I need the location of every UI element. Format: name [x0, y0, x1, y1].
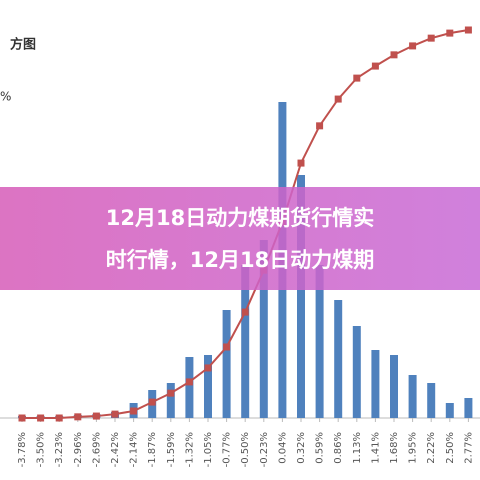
x-tick-label: -2.14% [129, 432, 140, 467]
marker [111, 410, 119, 418]
marker [446, 29, 454, 37]
bar [408, 375, 417, 418]
marker [241, 308, 249, 316]
marker [390, 51, 398, 59]
marker [334, 95, 342, 103]
x-tick-label: 1.41% [370, 432, 381, 464]
marker [204, 364, 212, 372]
x-tick-label: 1.13% [352, 432, 363, 464]
x-tick-label: 0.59% [315, 432, 326, 464]
marker [148, 398, 156, 406]
marker [37, 414, 45, 422]
x-tick-label: -2.42% [110, 432, 121, 467]
bar [464, 398, 473, 418]
marker [55, 414, 63, 422]
banner-text: 时行情，12月18日动力煤期 [106, 248, 374, 272]
bar [204, 355, 212, 418]
bar [352, 326, 361, 418]
x-tick-label: 2.50% [445, 432, 456, 464]
banner-background [0, 187, 480, 290]
x-tick-label: -0.77% [222, 432, 233, 467]
x-tick-label: 1.95% [408, 432, 419, 464]
banner-text: 12月18日动力煤期货行情实 [106, 206, 374, 230]
x-tick-label: -1.32% [184, 432, 195, 467]
bar [166, 383, 175, 418]
marker [353, 74, 361, 82]
marker [464, 26, 472, 34]
marker [185, 378, 193, 386]
axis-label: % [0, 90, 11, 104]
x-tick-label: 1.68% [389, 432, 400, 464]
marker [223, 343, 231, 351]
chart-title: 方图 [10, 37, 36, 53]
x-tick-label: -1.05% [203, 432, 214, 467]
x-tick-label: -2.69% [91, 432, 102, 467]
marker [92, 412, 100, 420]
marker [427, 34, 435, 42]
x-tick-label: 2.22% [426, 432, 437, 464]
marker [371, 62, 379, 70]
x-tick-label: -1.87% [147, 432, 158, 467]
bar [222, 310, 231, 418]
x-tick-label: -1.59% [166, 432, 177, 467]
marker [297, 159, 305, 167]
bar [259, 240, 268, 418]
bar [445, 403, 454, 418]
bar [297, 175, 305, 418]
marker [167, 389, 175, 397]
bar [371, 350, 380, 418]
x-tick-label: -3.23% [54, 432, 65, 467]
x-tick-label: -0.50% [240, 432, 251, 467]
bar [427, 383, 436, 418]
bar [185, 357, 194, 418]
bar [241, 265, 250, 418]
marker [18, 414, 26, 422]
marker [130, 407, 138, 415]
x-tick-label: -3.50% [36, 432, 47, 467]
bar [315, 265, 324, 418]
bar [334, 300, 343, 418]
x-tick-label: 0.32% [296, 432, 307, 464]
marker [316, 122, 324, 130]
x-tick-label: -2.96% [73, 432, 84, 467]
x-tick-label: 0.04% [277, 432, 288, 464]
x-tick-label: 2.77% [463, 432, 474, 464]
marker [74, 413, 82, 421]
x-tick-label: 0.86% [333, 432, 344, 464]
marker [409, 42, 417, 50]
x-tick-label: -0.23% [259, 432, 270, 467]
x-tick-label: -3.78% [17, 432, 28, 467]
bar [390, 355, 398, 418]
